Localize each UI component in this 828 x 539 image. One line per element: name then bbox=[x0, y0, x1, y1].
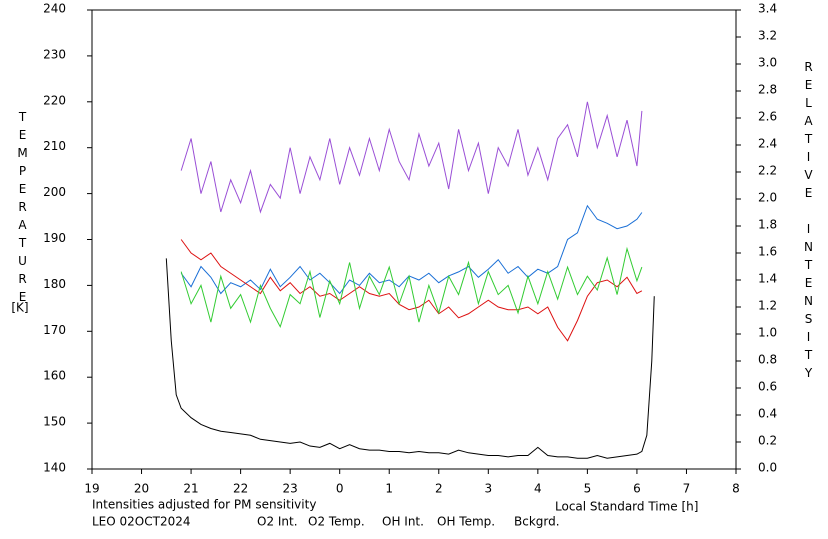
series-line bbox=[180, 204, 643, 295]
legend-entry: O2 Int. bbox=[257, 515, 298, 529]
y2-tick-label: 0.2 bbox=[758, 434, 777, 448]
y2-tick-label: 3.0 bbox=[758, 56, 777, 70]
x-tick-label: 1 bbox=[385, 482, 393, 496]
series-line bbox=[165, 258, 655, 459]
y-tick-label: 180 bbox=[43, 277, 66, 291]
x-tick-label: 3 bbox=[484, 482, 492, 496]
y-axis-label: TEMPERATURE bbox=[16, 110, 30, 308]
y-tick-label: 150 bbox=[43, 415, 66, 429]
y2-tick-label: 3.2 bbox=[758, 29, 777, 43]
y2-axis-label: RELATIVE INTENSITY bbox=[802, 60, 816, 384]
y2-tick-label: 1.0 bbox=[758, 326, 777, 340]
y-tick-label: 200 bbox=[43, 185, 66, 199]
y2-tick-label: 2.0 bbox=[758, 191, 777, 205]
y2-tick-label: 1.2 bbox=[758, 299, 777, 313]
x-tick-label: 4 bbox=[534, 482, 542, 496]
x-tick-label: 19 bbox=[84, 482, 99, 496]
y2-tick-label: 2.4 bbox=[758, 137, 777, 151]
y-tick-label: 140 bbox=[43, 461, 66, 475]
y-tick-label: 210 bbox=[43, 139, 66, 153]
x-tick-label: 2 bbox=[435, 482, 443, 496]
legend-entry: OH Temp. bbox=[437, 515, 495, 529]
station-label: LEO 02OCT2024 bbox=[92, 515, 191, 529]
x-tick-label: 0 bbox=[336, 482, 344, 496]
y2-tick-label: 0.0 bbox=[758, 461, 777, 475]
y2-tick-label: 3.4 bbox=[758, 2, 777, 16]
legend-entry: OH Int. bbox=[382, 515, 424, 529]
y2-tick-label: 0.8 bbox=[758, 353, 777, 367]
y2-tick-label: 0.4 bbox=[758, 407, 777, 421]
series-line bbox=[180, 239, 643, 342]
y2-tick-label: 0.6 bbox=[758, 380, 777, 394]
x-axis-label: Local Standard Time [h] bbox=[555, 500, 698, 514]
x-tick-label: 22 bbox=[233, 482, 248, 496]
x-tick-label: 6 bbox=[633, 482, 641, 496]
x-tick-label: 8 bbox=[732, 482, 740, 496]
plot-frame bbox=[91, 9, 737, 470]
y-tick-label: 240 bbox=[43, 2, 66, 16]
y-tick-label: 170 bbox=[43, 323, 66, 337]
y2-tick-label: 1.6 bbox=[758, 245, 777, 259]
y2-tick-label: 1.4 bbox=[758, 272, 777, 286]
y2-tick-label: 2.6 bbox=[758, 110, 777, 124]
note: Intensities adjusted for PM sensitivity bbox=[92, 498, 316, 512]
y-tick-label: 160 bbox=[43, 369, 66, 383]
y-axis-unit: [K] bbox=[11, 301, 28, 315]
y2-tick-label: 2.2 bbox=[758, 164, 777, 178]
y-tick-label: 230 bbox=[43, 47, 66, 61]
y-tick-label: 190 bbox=[43, 231, 66, 245]
x-tick-label: 21 bbox=[183, 482, 198, 496]
x-tick-label: 7 bbox=[683, 482, 691, 496]
y-tick-label: 220 bbox=[43, 93, 66, 107]
y2-tick-label: 1.8 bbox=[758, 218, 777, 232]
x-tick-label: 20 bbox=[134, 482, 149, 496]
x-tick-label: 23 bbox=[283, 482, 298, 496]
y2-tick-label: 2.8 bbox=[758, 83, 777, 97]
x-tick-label: 5 bbox=[584, 482, 592, 496]
series-line bbox=[180, 246, 643, 328]
legend-entry: Bckgrd. bbox=[514, 515, 560, 529]
series-line bbox=[180, 101, 643, 214]
legend-entry: O2 Temp. bbox=[308, 515, 365, 529]
